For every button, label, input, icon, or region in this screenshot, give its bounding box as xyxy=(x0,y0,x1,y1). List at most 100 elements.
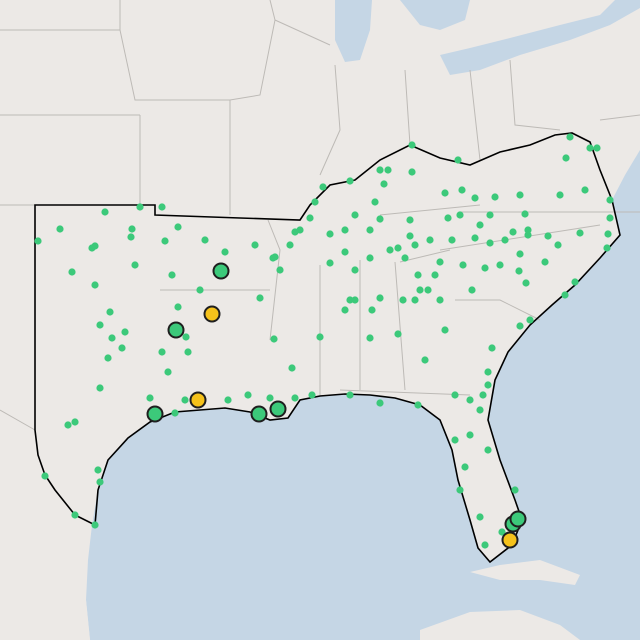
small-marker xyxy=(516,250,524,258)
small-marker xyxy=(201,236,209,244)
small-marker xyxy=(471,194,479,202)
small-marker xyxy=(484,446,492,454)
large-marker xyxy=(269,400,287,418)
large-marker xyxy=(189,391,207,409)
small-marker xyxy=(436,296,444,304)
small-marker xyxy=(411,296,419,304)
small-marker xyxy=(182,333,190,341)
small-marker xyxy=(511,486,519,494)
small-marker xyxy=(91,521,99,529)
small-marker xyxy=(91,281,99,289)
small-marker xyxy=(96,478,104,486)
small-marker xyxy=(346,296,354,304)
small-marker xyxy=(566,133,574,141)
large-marker xyxy=(203,305,221,323)
small-marker xyxy=(451,391,459,399)
small-marker xyxy=(581,186,589,194)
small-marker xyxy=(556,191,564,199)
small-marker xyxy=(251,241,259,249)
small-marker xyxy=(184,348,192,356)
small-marker xyxy=(481,264,489,272)
small-marker xyxy=(168,271,176,279)
markers xyxy=(34,133,614,549)
small-marker xyxy=(481,541,489,549)
small-marker xyxy=(431,271,439,279)
small-marker xyxy=(68,268,76,276)
small-marker xyxy=(368,306,376,314)
small-marker xyxy=(411,241,419,249)
small-marker xyxy=(256,294,264,302)
small-marker xyxy=(486,211,494,219)
small-marker xyxy=(408,168,416,176)
small-marker xyxy=(224,396,232,404)
small-marker xyxy=(164,368,172,376)
small-marker xyxy=(456,486,464,494)
small-marker xyxy=(376,166,384,174)
small-marker xyxy=(484,381,492,389)
small-marker xyxy=(306,214,314,222)
small-marker xyxy=(606,196,614,204)
small-marker xyxy=(326,230,334,238)
large-marker xyxy=(501,531,519,549)
small-marker xyxy=(526,316,534,324)
small-marker xyxy=(96,384,104,392)
small-marker xyxy=(414,271,422,279)
small-marker xyxy=(401,254,409,262)
large-marker xyxy=(167,321,185,339)
small-marker xyxy=(604,230,612,238)
small-marker xyxy=(486,239,494,247)
small-marker xyxy=(326,259,334,267)
small-marker xyxy=(516,191,524,199)
small-marker xyxy=(515,267,523,275)
small-marker xyxy=(456,211,464,219)
small-marker xyxy=(471,234,479,242)
small-marker xyxy=(466,396,474,404)
small-marker xyxy=(101,208,109,216)
small-marker xyxy=(221,248,229,256)
small-marker xyxy=(94,466,102,474)
small-marker xyxy=(448,236,456,244)
small-marker xyxy=(380,180,388,188)
small-marker xyxy=(593,144,601,152)
small-marker xyxy=(421,356,429,364)
small-marker xyxy=(491,193,499,201)
small-marker xyxy=(603,244,611,252)
small-marker xyxy=(501,236,509,244)
small-marker xyxy=(376,215,384,223)
small-marker xyxy=(108,334,116,342)
small-marker xyxy=(174,303,182,311)
small-marker xyxy=(276,266,284,274)
small-marker xyxy=(394,244,402,252)
small-marker xyxy=(351,266,359,274)
large-marker xyxy=(212,262,230,280)
small-marker xyxy=(459,261,467,269)
small-marker xyxy=(271,253,279,261)
small-marker xyxy=(454,156,462,164)
small-marker xyxy=(158,203,166,211)
small-marker xyxy=(270,335,278,343)
small-marker xyxy=(406,216,414,224)
small-marker xyxy=(524,231,532,239)
small-marker xyxy=(521,210,529,218)
small-marker xyxy=(571,278,579,286)
small-marker xyxy=(71,511,79,519)
small-marker xyxy=(509,228,517,236)
small-marker xyxy=(174,223,182,231)
small-marker xyxy=(424,286,432,294)
small-marker xyxy=(341,226,349,234)
small-marker xyxy=(576,229,584,237)
small-marker xyxy=(128,225,136,233)
small-marker xyxy=(376,399,384,407)
small-marker xyxy=(586,144,594,152)
small-marker xyxy=(127,233,135,241)
small-marker xyxy=(376,294,384,302)
small-marker xyxy=(384,166,392,174)
small-marker xyxy=(158,348,166,356)
small-marker xyxy=(544,232,552,240)
small-marker xyxy=(341,248,349,256)
small-marker xyxy=(161,237,169,245)
small-marker xyxy=(291,394,299,402)
small-marker xyxy=(136,203,144,211)
small-marker xyxy=(286,241,294,249)
